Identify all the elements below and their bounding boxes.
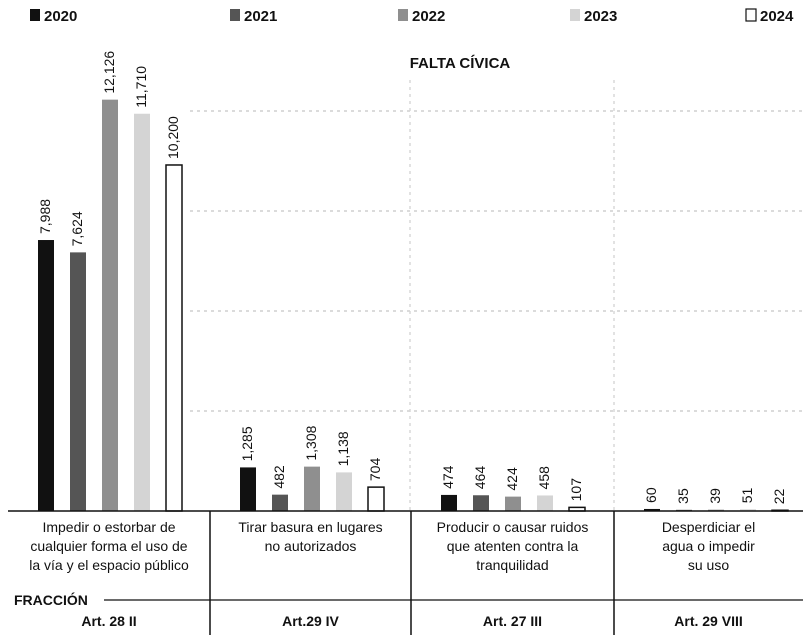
- category-separators: [209, 511, 615, 635]
- fraccion-label: FRACCIÓN: [14, 591, 88, 608]
- legend-swatch: [570, 9, 580, 21]
- bar: [473, 495, 489, 511]
- legend-label: 2023: [584, 8, 617, 25]
- bar: [240, 467, 256, 511]
- bar: [367, 486, 385, 512]
- bar: [38, 240, 54, 511]
- value-label: 464: [472, 466, 488, 490]
- value-label: 60: [643, 487, 659, 503]
- fraction-label: Art.29 IV: [282, 613, 339, 629]
- fraction-label: Art. 29 VIII: [674, 613, 742, 629]
- bar: [304, 466, 320, 511]
- legend-label: 2022: [412, 8, 445, 25]
- value-label: 1,138: [335, 431, 351, 466]
- value-label: 107: [568, 478, 584, 502]
- value-label: 39: [707, 488, 723, 504]
- bar: [336, 472, 352, 511]
- value-label: 704: [367, 458, 383, 482]
- legend-swatch: [745, 8, 757, 22]
- value-label: 458: [536, 466, 552, 490]
- bar: [740, 509, 756, 511]
- value-labels: 7,988 7,624 12,126 11,710 10,200 1,285 482 1,30…: [37, 51, 787, 505]
- category-label: Producir o causar ruidos que atenten cont…: [437, 519, 589, 573]
- bar: [441, 494, 457, 511]
- value-label: 7,624: [69, 211, 85, 246]
- bars: [38, 99, 789, 512]
- legend-swatch: [30, 9, 40, 21]
- bar: [102, 99, 118, 511]
- grid-lines: [190, 80, 803, 511]
- category-label: Desperdiciar el agua o impedir su uso: [662, 519, 755, 573]
- bar: [272, 494, 288, 511]
- category-label: Tirar basura en lugares no autorizados: [238, 519, 382, 554]
- category-labels: Impedir o estorbar de cualquier forma el …: [29, 519, 755, 573]
- legend-swatch: [398, 9, 408, 21]
- fraction-label: Art. 28 II: [81, 613, 136, 629]
- value-label: 35: [675, 488, 691, 504]
- legend: 2020 2021 2022 2023 2024: [30, 8, 794, 25]
- category-label: Impedir o estorbar de cualquier forma el …: [29, 519, 189, 573]
- legend-label: 2020: [44, 8, 77, 25]
- value-label: 424: [504, 467, 520, 491]
- value-label: 7,988: [37, 199, 53, 234]
- bar: [134, 113, 150, 511]
- value-label: 1,285: [239, 426, 255, 461]
- bar: [70, 252, 86, 511]
- fraction-label: Art. 27 III: [483, 613, 542, 629]
- value-label: 11,710: [133, 66, 149, 108]
- value-label: 1,308: [303, 425, 319, 460]
- bar: [644, 508, 660, 511]
- value-label: 10,200: [165, 116, 181, 159]
- legend-label: 2021: [244, 8, 277, 25]
- legend-swatch: [230, 9, 240, 21]
- bar: [165, 164, 183, 512]
- value-label: 22: [771, 488, 787, 504]
- bar: [505, 496, 521, 511]
- value-label: 12,126: [101, 51, 117, 94]
- value-label: 474: [440, 465, 456, 489]
- chart-title: FALTA CÍVICA: [410, 55, 511, 72]
- bar: [537, 495, 553, 511]
- value-label: 482: [271, 465, 287, 489]
- fraction-labels: Art. 28 II Art.29 IV Art. 27 III Art. 29 VI…: [81, 613, 742, 629]
- legend-label: 2024: [760, 8, 794, 25]
- value-label: 51: [739, 487, 755, 503]
